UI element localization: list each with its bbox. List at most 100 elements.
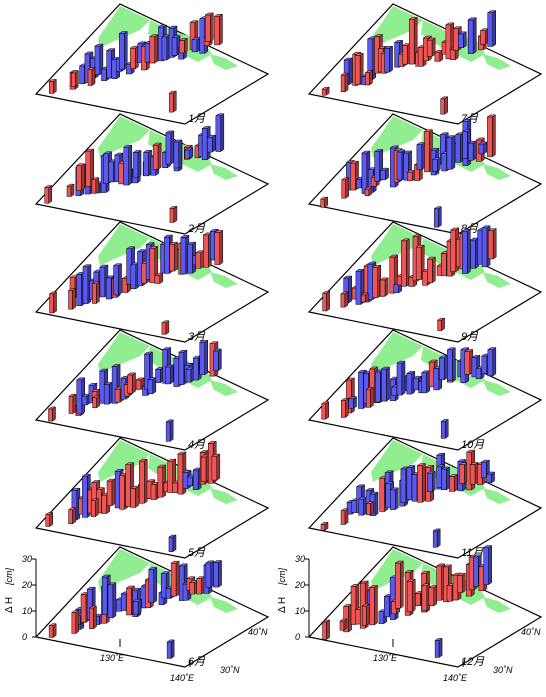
- bars-group: [321, 545, 493, 658]
- bar-mark: [103, 382, 114, 405]
- land-mass-continent: [98, 440, 150, 482]
- land-mass-continent: [371, 6, 423, 48]
- bar-mark: [342, 275, 353, 304]
- bar-mark: [438, 355, 449, 381]
- panel-9: 9月: [307, 221, 543, 343]
- bar-mark: [178, 37, 189, 54]
- bar-mark: [185, 366, 195, 383]
- bar-mark: [213, 13, 224, 46]
- land-mass-islands: [210, 380, 238, 396]
- z-axis-title: Δ H: [4, 597, 15, 613]
- bar-mark: [88, 605, 98, 630]
- month-label: 5月: [188, 547, 206, 559]
- bars-group: [48, 560, 223, 659]
- panel-12: 12月: [307, 545, 543, 668]
- bar-mark: [364, 186, 373, 197]
- z-tick-label: 10: [295, 606, 305, 616]
- bar-mark: [340, 177, 350, 199]
- bar-mark: [132, 150, 142, 178]
- bar-mark: [48, 291, 58, 314]
- bars-group: [43, 113, 225, 223]
- bar-mark: [486, 114, 497, 158]
- bar-mark: [357, 496, 368, 516]
- land-mass-continent: [371, 224, 423, 266]
- land-mass-continent: [98, 549, 150, 591]
- bar-mark: [212, 348, 223, 372]
- bar-mark: [432, 528, 442, 548]
- z-tick-label: 0: [22, 632, 27, 642]
- z-tick-label: 30: [295, 554, 305, 564]
- land-mass-islands: [210, 488, 238, 504]
- land-mass-islands: [483, 488, 511, 504]
- land-mass-islands: [210, 597, 238, 613]
- bar-mark: [448, 474, 459, 492]
- bar-mark: [164, 364, 175, 385]
- bar-mark: [440, 466, 451, 491]
- bar-mark: [457, 31, 468, 49]
- bar-mark: [147, 567, 158, 604]
- land-mass-islands: [210, 272, 238, 288]
- bar-mark: [426, 256, 437, 284]
- bar-mark: [478, 141, 488, 155]
- bar-mark: [383, 45, 394, 73]
- land-mass-islands: [210, 164, 238, 180]
- bar-mark: [107, 582, 117, 619]
- bar-mark: [396, 360, 406, 396]
- panel-10: 10月: [307, 329, 543, 451]
- bar-mark: [340, 291, 349, 308]
- bar-mark: [91, 281, 101, 304]
- bar-mark: [157, 464, 167, 498]
- bar-mark: [153, 272, 164, 284]
- bar-mark: [70, 70, 80, 88]
- month-label: 3月: [188, 331, 206, 343]
- month-label: 9月: [461, 331, 479, 343]
- bar-mark: [48, 78, 58, 94]
- bars-group: [320, 449, 496, 548]
- bar-mark: [347, 396, 358, 409]
- bar-mark: [122, 144, 133, 186]
- bar-mark: [170, 560, 180, 597]
- bar-mark: [360, 292, 370, 303]
- bar-mark: [112, 263, 123, 296]
- z-tick-label: 30: [22, 554, 32, 564]
- bar-mark: [456, 572, 467, 594]
- panel-2: 2月: [34, 113, 270, 235]
- bar-mark: [431, 157, 442, 172]
- panel-3: 3月: [34, 221, 270, 343]
- map-plane: [307, 113, 543, 235]
- z-axis-title: Δ H: [277, 597, 288, 613]
- bar-mark: [66, 183, 75, 197]
- bar-mark: [206, 134, 217, 153]
- lat-tick-label: 30˚N: [493, 665, 513, 675]
- bar-mark: [467, 140, 478, 161]
- bars-group: [321, 10, 497, 115]
- bar-mark: [380, 366, 391, 402]
- z-tick-label: 0: [295, 632, 300, 642]
- lon-tick-label: 130˚E: [100, 653, 125, 663]
- bar-mark: [94, 43, 104, 76]
- land-mass-islands: [210, 54, 238, 70]
- panel-11: 11月: [307, 437, 543, 559]
- bar-mark: [168, 241, 179, 272]
- bar-mark: [87, 66, 96, 86]
- bar-mark: [433, 206, 443, 228]
- month-label: 10月: [461, 439, 485, 451]
- bar-mark: [340, 508, 349, 525]
- land-mass-continent: [371, 440, 423, 482]
- bar-mark: [165, 419, 174, 442]
- bar-mark: [365, 501, 375, 516]
- bar-mark: [67, 288, 77, 310]
- bars-group: [44, 440, 221, 553]
- bar-mark: [215, 113, 225, 152]
- bar-mark: [75, 163, 86, 192]
- month-label: 6月: [188, 656, 206, 668]
- bar-mark: [368, 584, 379, 626]
- bar-mark: [126, 372, 137, 394]
- panel-1: 1月: [34, 3, 270, 125]
- bar-mark: [91, 177, 100, 194]
- bar-mark: [339, 618, 348, 631]
- bar-mark: [320, 401, 330, 420]
- axes-right: 30 20 10 0 Δ H [cm] 130˚E 140˚E 40˚N 30˚N: [277, 554, 541, 683]
- bar-mark: [439, 96, 449, 115]
- bar-mark: [461, 228, 472, 274]
